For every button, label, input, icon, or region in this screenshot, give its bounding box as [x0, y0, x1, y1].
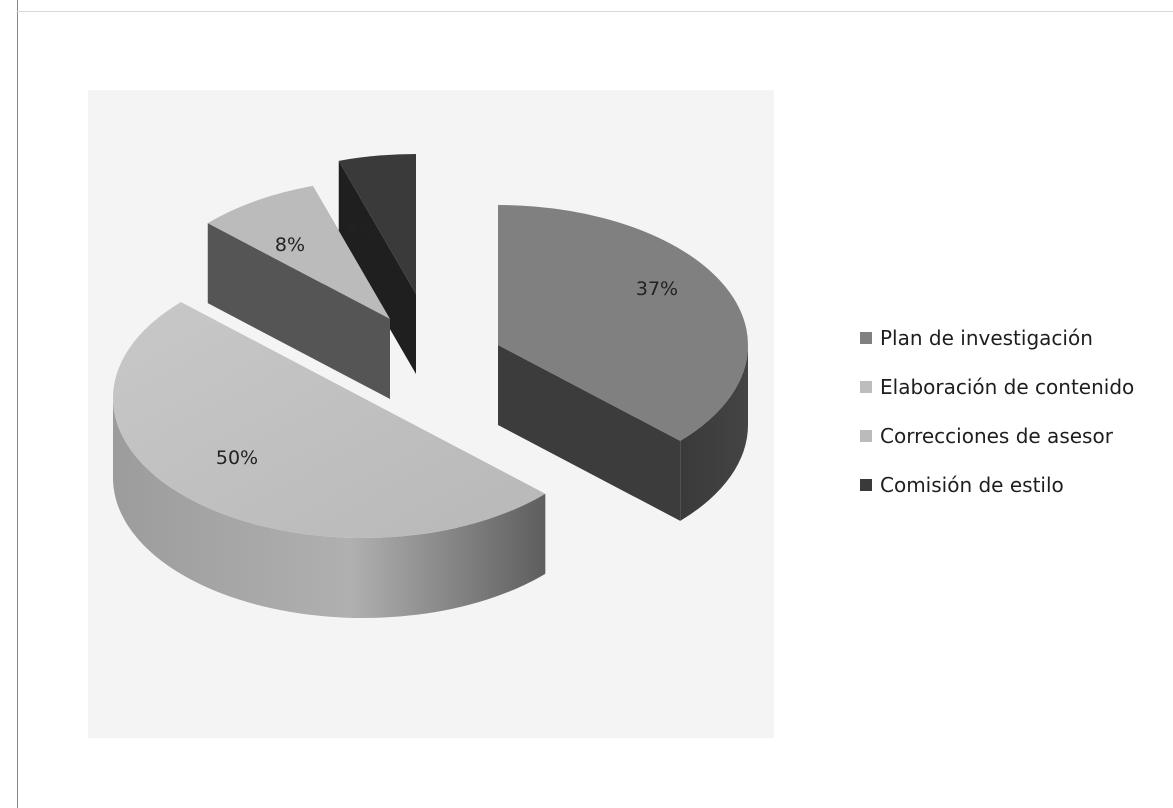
slice-data-label: 5%: [347, 220, 377, 242]
legend-label: Elaboración de contenido: [880, 375, 1135, 399]
legend-swatch: [860, 479, 872, 491]
legend-swatch: [860, 381, 872, 393]
legend-item: Plan de investigación: [860, 326, 1134, 350]
slice-5pct-top: [338, 154, 416, 294]
legend-label: Comisión de estilo: [880, 473, 1064, 497]
slice-50pct-top: [112, 302, 546, 538]
slice-50pct-side: [113, 398, 546, 618]
slice-data-label: 50%: [216, 447, 258, 469]
slice-data-label: 37%: [636, 278, 678, 300]
slice-37pct-cut-face: [498, 345, 681, 521]
legend-item: Correcciones de asesor: [860, 424, 1134, 448]
chart-legend: Plan de investigación Elaboración de con…: [860, 326, 1134, 522]
legend-swatch: [860, 430, 872, 442]
legend-label: Plan de investigación: [880, 326, 1093, 350]
slice-37pct-top: [498, 205, 749, 441]
legend-swatch: [860, 332, 872, 344]
legend-item: Elaboración de contenido: [860, 375, 1134, 399]
legend-item: Comisión de estilo: [860, 473, 1134, 497]
slice-data-label: 8%: [275, 234, 305, 256]
slice-8pct-top: [207, 185, 390, 319]
legend-label: Correcciones de asesor: [880, 424, 1113, 448]
slice-5pct-cut-face: [338, 160, 416, 374]
slice-8pct-cut-face: [207, 223, 390, 399]
slice-37pct-side: [680, 345, 748, 521]
page-top-border: [17, 11, 1173, 12]
page-left-border: [17, 0, 18, 808]
